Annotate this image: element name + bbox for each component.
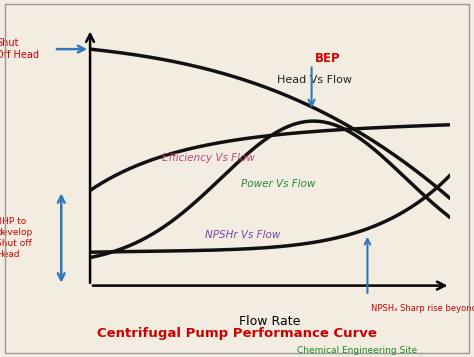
Text: BHP to
develop
Shut off
Head: BHP to develop Shut off Head [0, 217, 33, 259]
Text: NPSHₐ Sharp rise beyond BEP: NPSHₐ Sharp rise beyond BEP [371, 304, 474, 313]
Text: Head Vs Flow: Head Vs Flow [277, 75, 352, 85]
Text: Centrifugal Pump Performance Curve: Centrifugal Pump Performance Curve [97, 327, 377, 340]
Text: BEP: BEP [315, 51, 341, 65]
Text: Flow Rate: Flow Rate [239, 315, 301, 328]
Text: NPSHr Vs Flow: NPSHr Vs Flow [205, 231, 281, 241]
Text: Chemical Engineering Site: Chemical Engineering Site [297, 346, 417, 355]
Text: Efficiency Vs Flow: Efficiency Vs Flow [162, 154, 255, 164]
Text: Shut
Off Head: Shut Off Head [0, 38, 39, 60]
Text: Power Vs Flow: Power Vs Flow [241, 179, 316, 189]
